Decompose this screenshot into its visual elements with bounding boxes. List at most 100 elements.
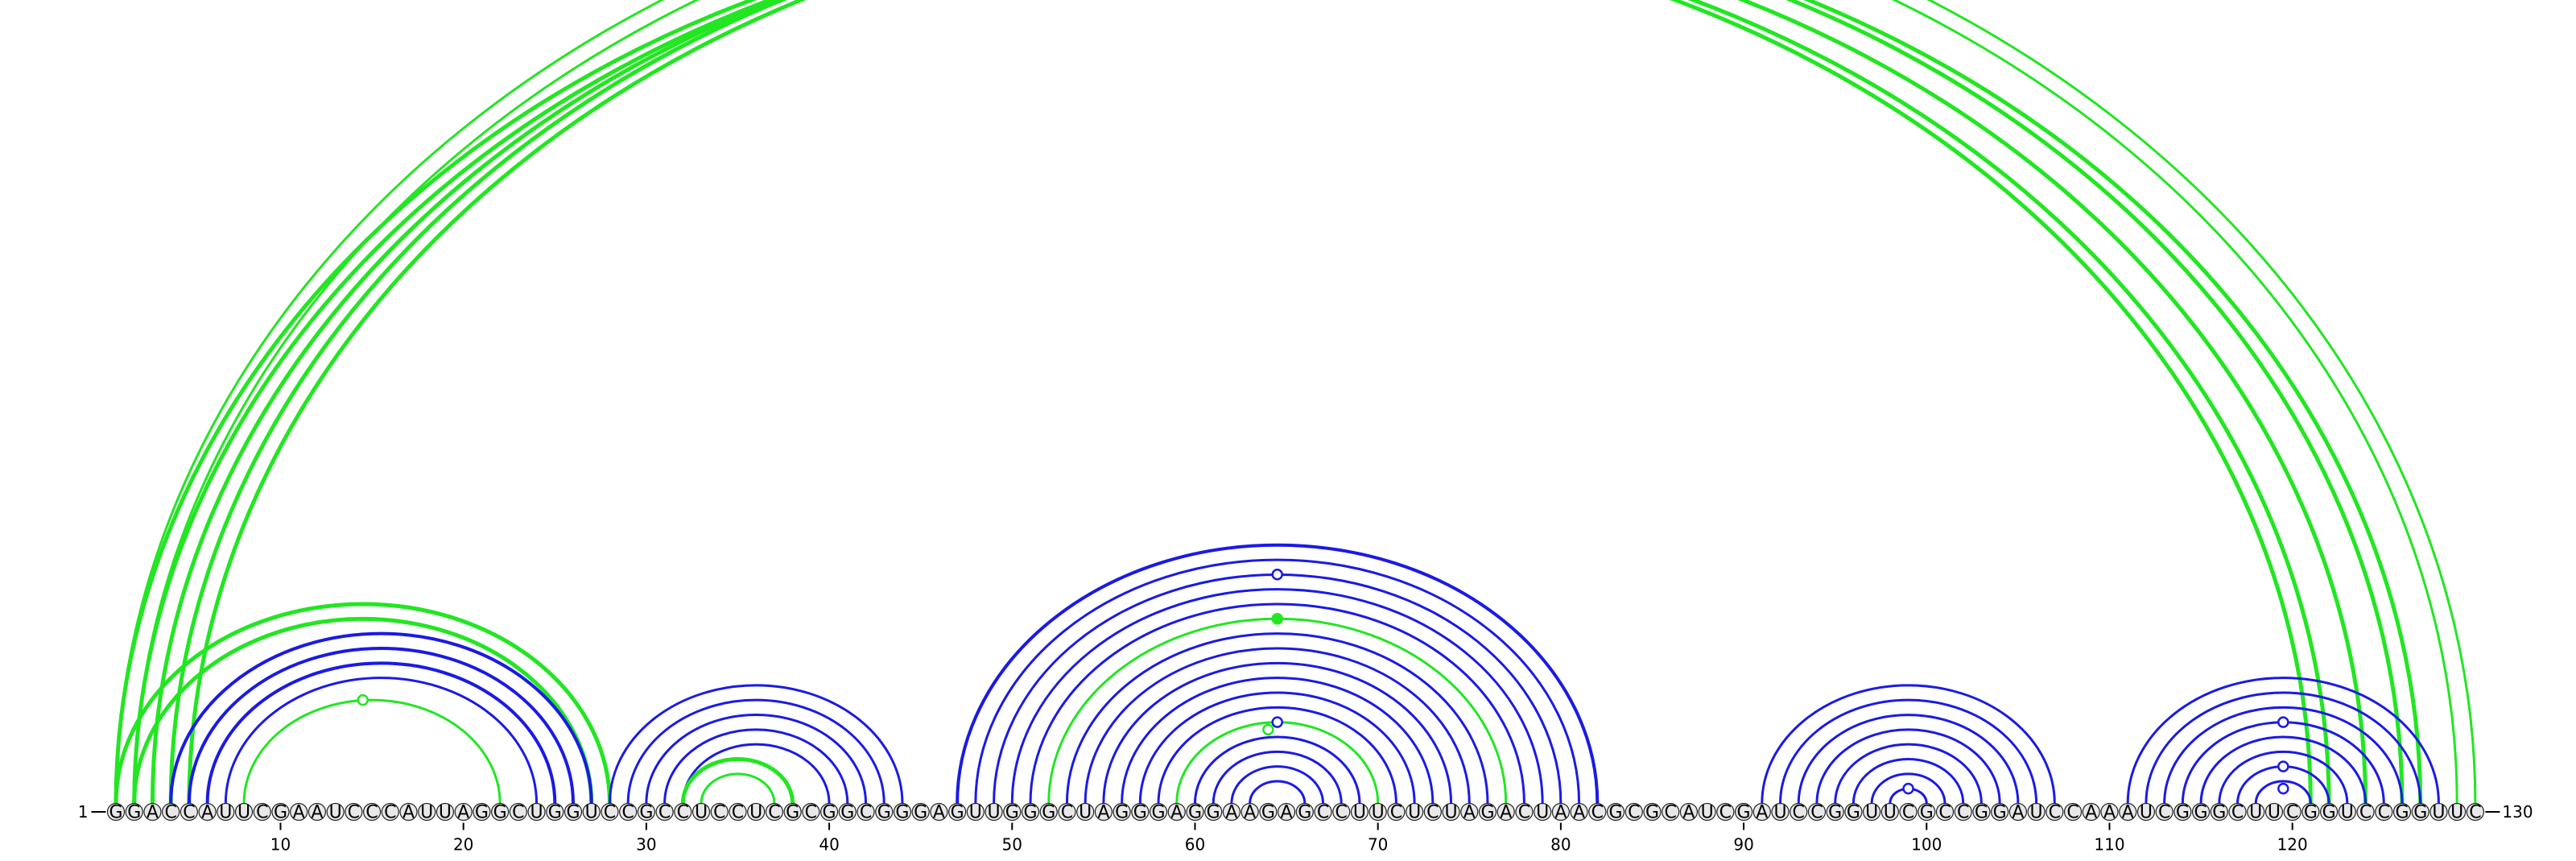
nucleotide-circle [966, 802, 985, 822]
arc-apex-marker [2277, 760, 2289, 772]
nucleotide-circle [1752, 802, 1771, 822]
nucleotide-letter: A [2122, 803, 2134, 823]
nucleotide-circle [436, 802, 455, 822]
nucleotide-letter: A [1281, 803, 1293, 823]
nucleotide-circle [619, 802, 638, 822]
nucleotide: G [1826, 803, 1844, 823]
nucleotide-circle [1606, 802, 1625, 822]
base-pair-arc [993, 573, 1563, 804]
nucleotide-letter: U [1701, 803, 1714, 823]
nucleotide: C [1954, 802, 1972, 823]
base-pair-arc [2199, 735, 2368, 804]
nucleotide: C [2356, 802, 2375, 823]
nucleotide: C [601, 802, 619, 823]
nucleotide-circle [2228, 802, 2247, 822]
nucleotide: G [1149, 802, 1168, 823]
nucleotide-circle [2411, 802, 2429, 822]
nucleotide-letter: A [1244, 803, 1256, 823]
nucleotide-circle [802, 802, 820, 822]
nucleotide-circle [1935, 802, 1955, 822]
nucleotide: A [308, 803, 327, 823]
base-pair-arc [1084, 647, 1471, 804]
nucleotide-letter: G [914, 803, 927, 823]
nucleotide-circle [125, 802, 143, 822]
arc-apex-marker [2277, 716, 2289, 728]
base-pair-arc [956, 543, 1600, 804]
nucleotide-circle [1149, 802, 1168, 822]
nucleotide-letter: C [1665, 803, 1677, 823]
nucleotide: C [253, 803, 271, 823]
nucleotide-circle [1972, 802, 1991, 822]
nucleotide-circle [601, 802, 619, 822]
nucleotide: G [819, 803, 839, 823]
nucleotide-circle [1277, 802, 1296, 822]
nucleotide: G [838, 803, 857, 823]
nucleotide-circle [198, 802, 217, 822]
nucleotide: C [2155, 803, 2174, 823]
base-pair-arc [1138, 691, 1416, 804]
nucleotide-circle [2320, 802, 2339, 822]
nucleotide-circle [2247, 802, 2265, 822]
base-pair-arc [242, 698, 502, 804]
nucleotide-circle [1094, 802, 1113, 822]
nucleotide: C [509, 803, 527, 823]
tick-label: 100 [1911, 835, 1942, 855]
nucleotide-circle [491, 802, 510, 822]
nucleotide: A [2008, 803, 2027, 823]
nucleotide-circle [1624, 802, 1643, 822]
nucleotide-letter: G [475, 803, 489, 823]
nucleotide-letter: A [311, 803, 323, 823]
nucleotide-circle [2338, 802, 2356, 822]
nucleotide-letter: G [786, 803, 799, 823]
nucleotide-letter: C [1426, 803, 1439, 823]
nucleotide: A [1551, 803, 1570, 823]
tick-label: 60 [1185, 835, 1205, 855]
base-pair-arc [2145, 691, 2422, 804]
nucleotide: C [162, 803, 180, 823]
base-pair-arc [1815, 728, 2001, 804]
base-pair-arc [1249, 780, 1307, 804]
nucleotide-letter: G [566, 803, 580, 823]
nucleotide: C [729, 803, 747, 823]
nucleotide-circle [326, 802, 345, 822]
arc-apex-marker [1262, 723, 1274, 736]
nucleotide-letter: U [420, 803, 433, 823]
nucleotide: U [436, 802, 455, 823]
nucleotide: G [271, 802, 290, 823]
nucleotide-circle [2356, 802, 2375, 822]
nucleotide-circle [2210, 802, 2228, 822]
nucleotide: G [2301, 802, 2320, 823]
nucleotide-circle [271, 802, 290, 822]
nucleotide-letter: C [658, 803, 671, 823]
nucleotide-circle [582, 802, 601, 822]
nucleotide-letter: G [1207, 803, 1220, 823]
nucleotide: C [1716, 803, 1735, 823]
nucleotide-circle [2301, 802, 2320, 822]
nucleotide-circle [1954, 802, 1972, 822]
base-pair-arc [1834, 743, 1983, 804]
nucleotide-circle [1918, 802, 1936, 822]
nucleotide-circle [1679, 802, 1699, 822]
nucleotide-circle [1478, 802, 1497, 822]
nucleotide: G [1039, 803, 1058, 823]
nucleotide: C [1314, 803, 1332, 823]
nucleotide-letter: C [1335, 803, 1348, 823]
nucleotide-letter: C [1317, 803, 1329, 823]
nucleotide: U [1350, 803, 1369, 823]
nucleotide-circle [1003, 802, 1022, 822]
nucleotide: A [454, 803, 473, 823]
nucleotide: C [2283, 803, 2301, 823]
nucleotide-letter: G [2176, 803, 2190, 823]
nucleotide-circle [527, 802, 546, 822]
nucleotide-letter: C [1390, 803, 1402, 823]
nucleotide-letter: C [1518, 803, 1530, 823]
nucleotide: G [1643, 803, 1662, 823]
nucleotide-letter: U [1773, 803, 1786, 823]
nucleotide-letter: G [109, 803, 122, 823]
nucleotide: U [1368, 803, 1387, 823]
nucleotide: C [2063, 803, 2083, 823]
nucleotide-letter: C [1957, 803, 1969, 823]
nucleotide: G [637, 803, 655, 823]
nucleotide-letter: A [2103, 803, 2116, 823]
nucleotide-letter: C [604, 803, 616, 823]
